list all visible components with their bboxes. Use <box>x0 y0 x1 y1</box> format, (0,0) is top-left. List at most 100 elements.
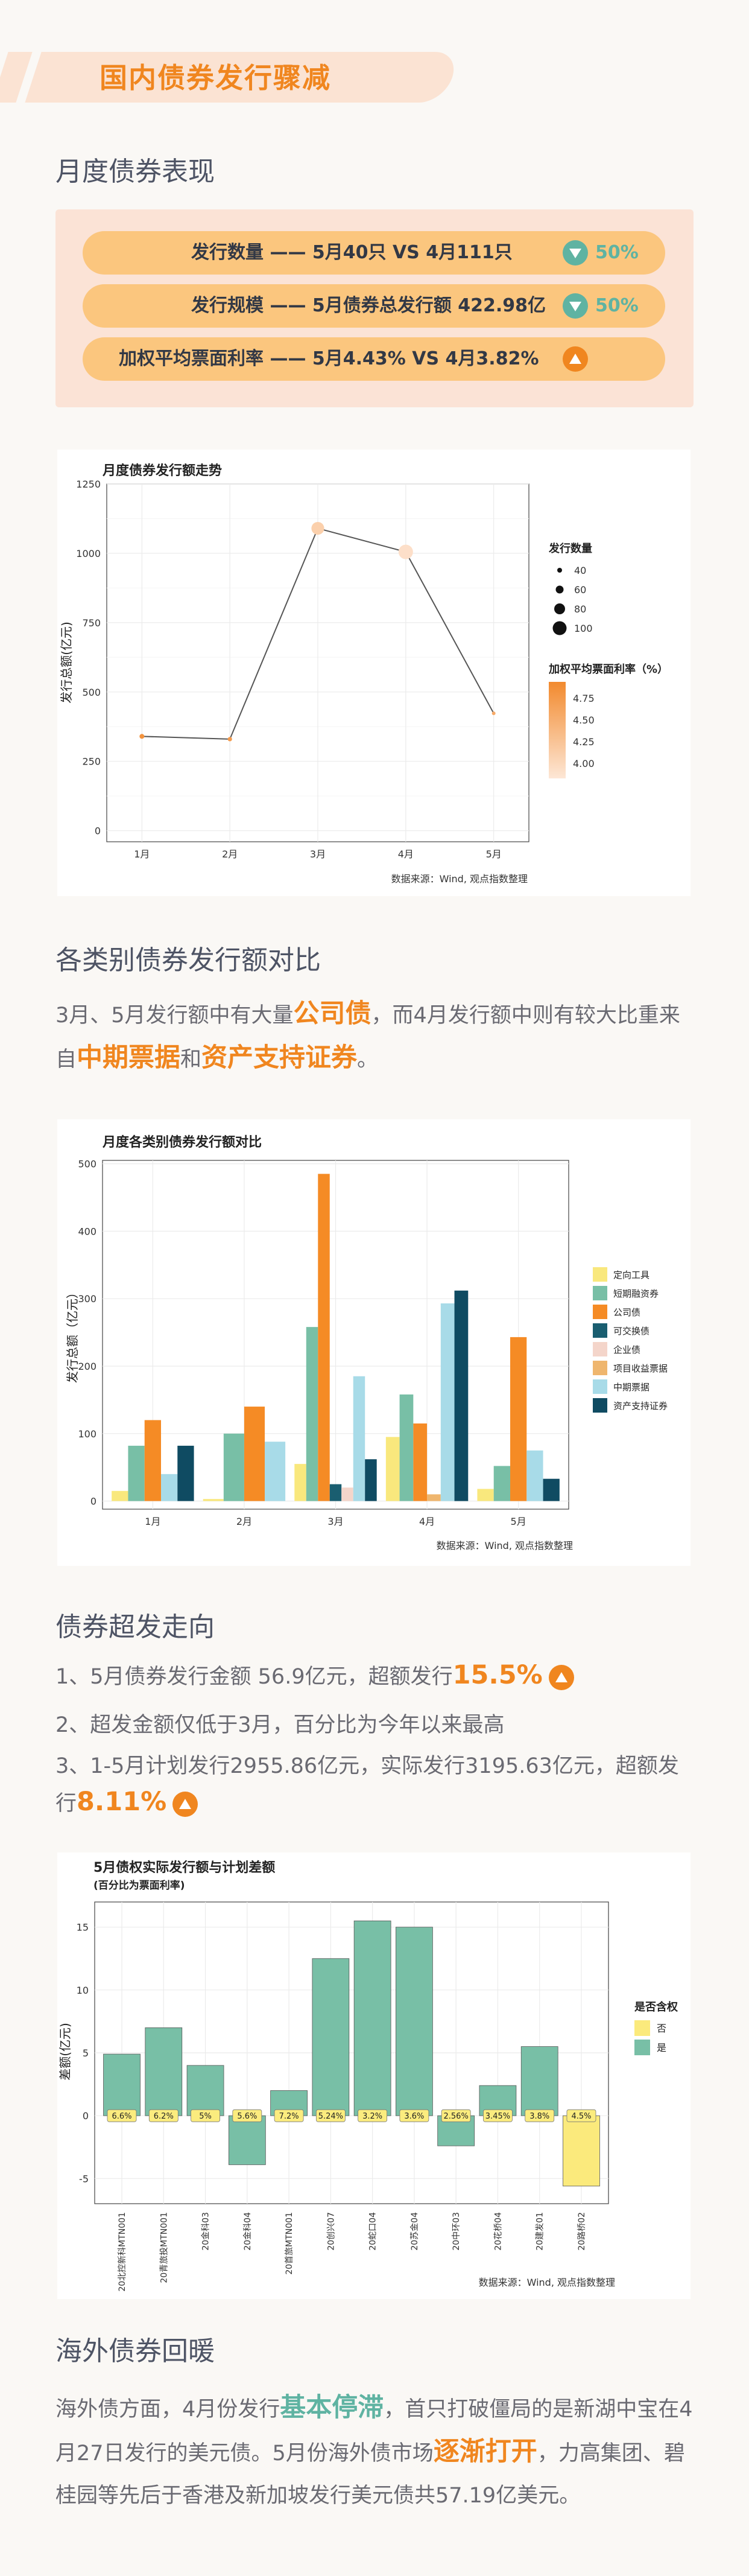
chart2-legend-label: 资产支持证券 <box>613 1401 668 1411</box>
chart3-rate-label: 3.6% <box>404 2112 424 2121</box>
chart2-bar <box>177 1445 194 1501</box>
oversubscription-line-1: 1、5月债券发行金额 56.9亿元，超额发行15.5% <box>55 1659 574 1690</box>
chart2-legend-swatch <box>593 1379 607 1394</box>
chart1-ytick: 250 <box>82 756 101 768</box>
chart2-legend-swatch <box>593 1267 607 1282</box>
chart1-legend-size-label: 40 <box>574 565 586 576</box>
chart3-bar <box>186 2065 224 2116</box>
chart1-legend-size-label: 80 <box>574 603 586 615</box>
chart3-rate-label: 6.6% <box>112 2112 132 2121</box>
chart3-bar <box>312 1958 350 2116</box>
chart-monthly-trend: 月度债券发行额走势 0 250 500 750 1000 1250 1月 2月 3月 4月 5月 发… <box>57 450 691 896</box>
chart2-bar <box>413 1423 428 1501</box>
chart2-legend-swatch <box>593 1342 607 1356</box>
pill-coupon-rate: 加权平均票面利率 —— 5月4.43% VS 4月3.82% <box>83 337 665 381</box>
chart3-bar <box>103 2053 141 2116</box>
chart3-rate-label-bg <box>315 2109 346 2122</box>
chart2-bar <box>294 1464 306 1501</box>
category-text-4: 。 <box>357 1048 379 1072</box>
chart3-xtick: 20中环03 <box>452 2212 461 2251</box>
chart2-bar <box>306 1327 318 1501</box>
chart2-bar <box>244 1407 265 1501</box>
chart2-legend-label: 短期融资券 <box>613 1288 659 1299</box>
chart1-xtick: 4月 <box>398 848 414 860</box>
chart3-xtick: 20苏金04 <box>410 2212 420 2251</box>
chart3-rate-label-bg <box>274 2109 304 2122</box>
chart1-legend-size-dot <box>557 568 562 573</box>
chart3-rate-label: 3.2% <box>362 2112 382 2121</box>
chart3-xtick: 20花桥04 <box>493 2212 503 2251</box>
chart2-bar <box>128 1445 145 1501</box>
chart1-point <box>311 521 324 535</box>
section-title-overseas: 海外债券回暖 <box>55 2336 215 2367</box>
chart3-legend-title: 是否含权 <box>634 2000 678 2014</box>
chart3-rate-label: 6.2% <box>154 2112 174 2121</box>
chart1-legend-size-dot <box>555 585 564 594</box>
chart3-ylabel: 差额(亿元) <box>58 2023 72 2081</box>
chart2-bar <box>161 1474 178 1501</box>
chart3-legend-label: 是 <box>657 2042 666 2053</box>
chart1-xtick: 5月 <box>486 848 502 860</box>
chart2-ylabel: 发行总额（亿元） <box>65 1286 80 1383</box>
chart2-bar <box>454 1290 469 1501</box>
chart3-rate-label-bg <box>566 2109 596 2122</box>
overseas-text-2: ，首只打破僵局的是新湖中宝在4月27日发行的美元债。5月份海外债市场 <box>55 2397 693 2466</box>
overseas-paragraph: 海外债方面，4月份发行基本停滞，首只打破僵局的是新湖中宝在4月27日发行的美元债… <box>55 2387 695 2517</box>
chart2-legend-label: 定向工具 <box>613 1270 649 1280</box>
category-text-2: ，而4月发行额中则有较大比重来自 <box>55 1003 680 1072</box>
chart3-rate-label-bg <box>441 2109 471 2122</box>
chart1-ytick: 1250 <box>76 479 101 490</box>
chart3-xtick: 20首旅MTN001 <box>285 2212 294 2275</box>
section-title-category: 各类别债券发行额对比 <box>55 945 321 976</box>
chart-may-gap: 5月债权实际发行额与计划差额 (百分比为票面利率) -5 0 5 10 15 20北控新科… <box>57 1852 691 2299</box>
pill-issue-scale-label: 发行规模 —— 5月债券总发行额 422.98亿 <box>191 295 546 316</box>
chart3-rate-label: 5.6% <box>237 2112 257 2121</box>
chart3-rate-label-bg <box>148 2109 179 2122</box>
category-paragraph: 3月、5月发行额中有大量公司债，而4月发行额中则有较大比重来自中期票据和资产支持… <box>55 993 695 1081</box>
highlight-mtn: 中期票据 <box>77 1043 181 1073</box>
chart1-xtick: 3月 <box>310 848 326 860</box>
chart2-xtick: 4月 <box>419 1516 435 1527</box>
chart3-xtick: 20路桥02 <box>577 2212 587 2251</box>
chart2-legend-swatch <box>593 1323 607 1338</box>
chart3-legend-label: 否 <box>657 2023 666 2034</box>
chart3-rate-label: 5.24% <box>318 2112 343 2121</box>
chart3-ytick: -5 <box>79 2173 89 2184</box>
chart1-point <box>491 711 496 716</box>
chart3-ytick: 10 <box>77 1985 89 1996</box>
chart2-bar <box>203 1499 224 1501</box>
chart2-legend-swatch <box>593 1398 607 1413</box>
chart2-ytick: 400 <box>78 1226 96 1237</box>
pill-coupon-rate-label: 加权平均票面利率 —— 5月4.43% VS 4月3.82% <box>119 348 539 369</box>
chart2-xtick: 2月 <box>236 1516 252 1527</box>
chart1-color-scale <box>549 682 566 778</box>
chart2-xtick: 3月 <box>327 1516 343 1527</box>
chart1-title: 月度债券发行额走势 <box>102 463 222 479</box>
chart2-ytick: 200 <box>78 1361 96 1372</box>
chart2-legend-label: 可交换债 <box>613 1326 649 1337</box>
chart1-ytick: 500 <box>82 687 101 698</box>
chart2-title: 月度各类别债券发行额对比 <box>102 1134 262 1150</box>
chart3-rate-label-bg <box>107 2109 137 2122</box>
chart3-subtitle: (百分比为票面利率) <box>93 1879 185 1892</box>
chart2-bar <box>365 1459 377 1501</box>
chart3-rate-label: 3.8% <box>529 2112 549 2121</box>
chart1-legend-size-label: 60 <box>574 584 586 596</box>
chart2-bar <box>353 1376 365 1501</box>
chart2-bar <box>223 1433 244 1501</box>
chart3-rate-label-bg <box>191 2109 220 2122</box>
chart2-bar <box>526 1450 543 1501</box>
chart3-ytick: 0 <box>83 2110 89 2122</box>
highlight-15-5: 15.5% <box>452 1660 543 1690</box>
down-arrow-icon <box>563 293 588 319</box>
chart1-legend-size-dot <box>552 621 567 635</box>
chart2-ytick: 0 <box>90 1496 96 1507</box>
category-text-3: 和 <box>180 1048 202 1072</box>
chart3-bar <box>145 2027 183 2116</box>
oversubscription-line-3b: 行8.11% <box>55 1786 198 1817</box>
line3b-text: 行 <box>55 1792 77 1816</box>
chart3-bar <box>396 1927 433 2116</box>
chart3-rate-label-bg <box>483 2109 513 2122</box>
chart2-ytick: 500 <box>78 1159 96 1170</box>
